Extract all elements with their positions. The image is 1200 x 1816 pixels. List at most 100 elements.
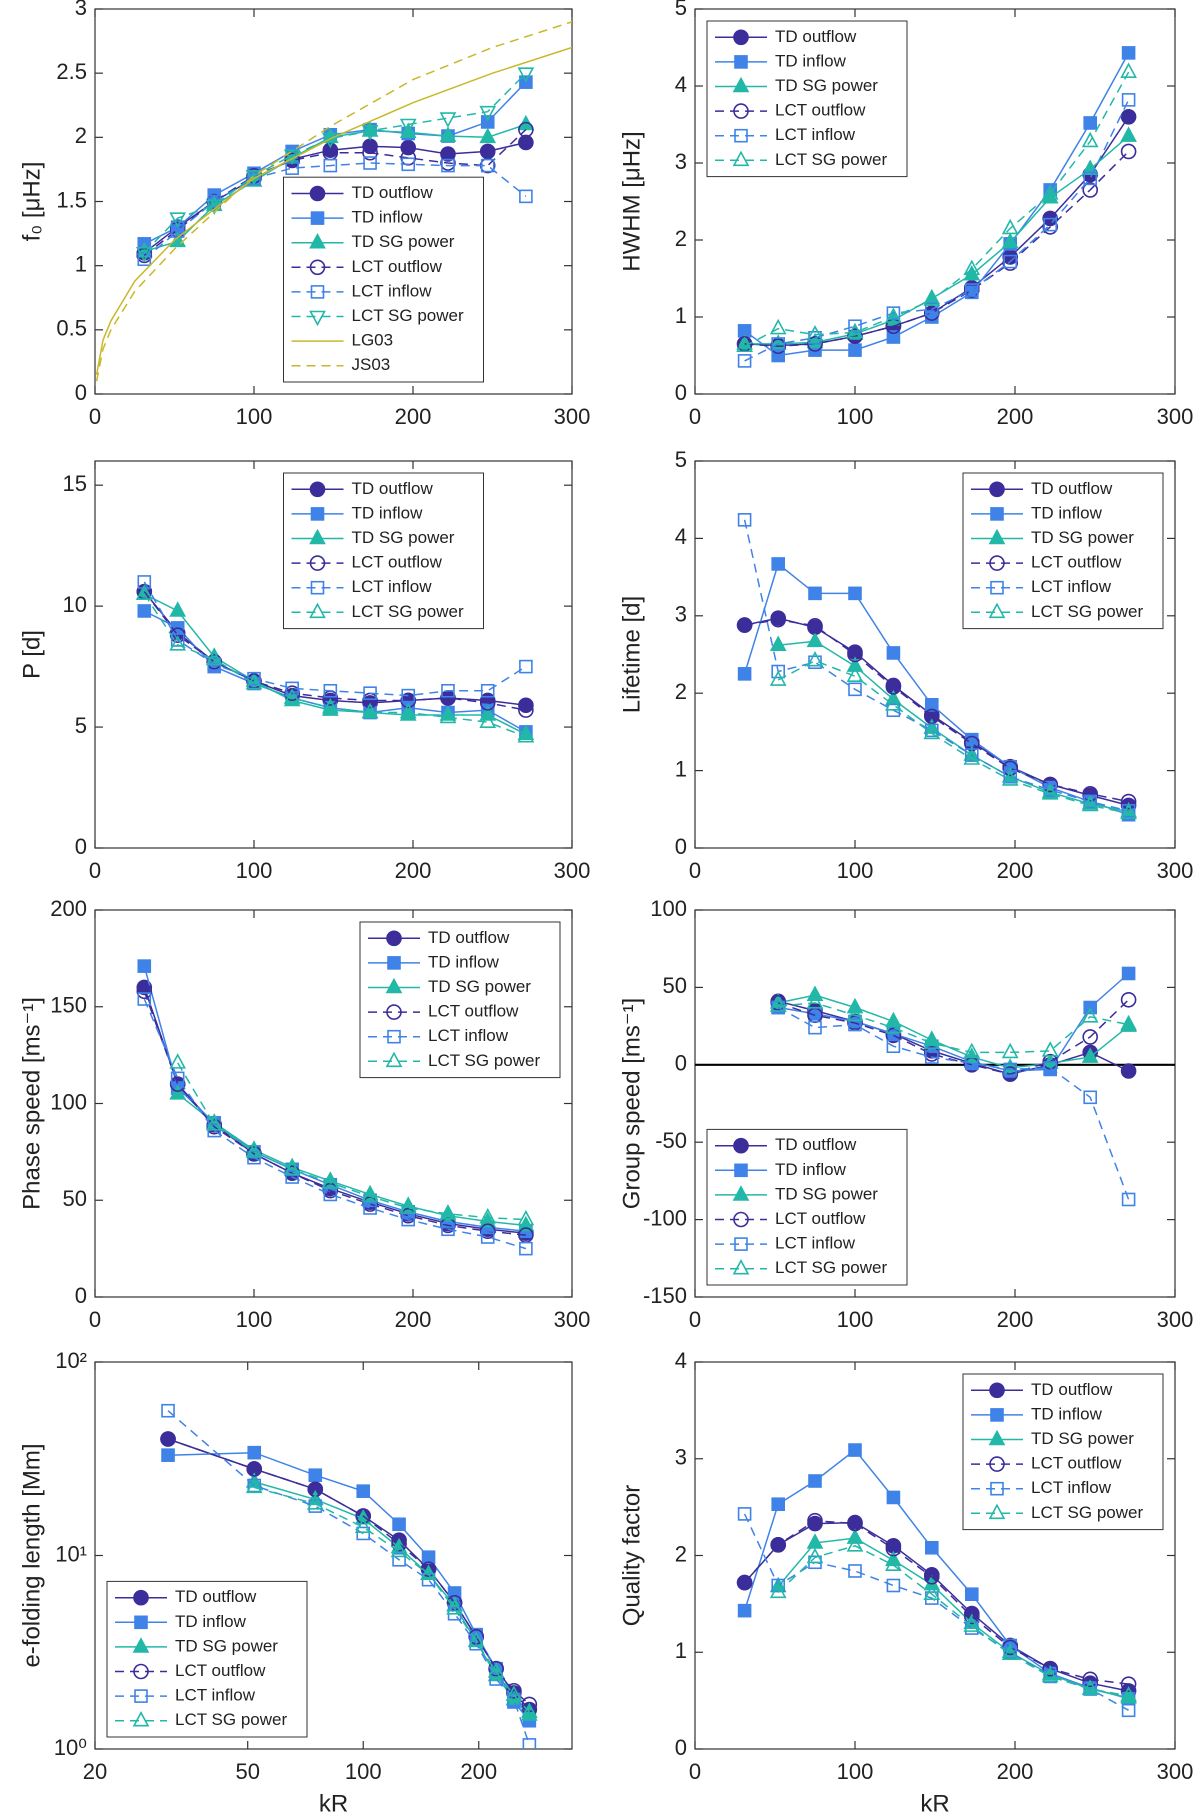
- data-point: [885, 695, 902, 711]
- data-point: [847, 1515, 863, 1532]
- legend-marker: [309, 528, 326, 545]
- legend-box: [359, 921, 561, 1079]
- data-point: [1081, 795, 1099, 812]
- x-axis-label: kR: [920, 1790, 949, 1816]
- x-tick-label: 300: [554, 404, 591, 429]
- data-point: [247, 1445, 262, 1460]
- data-point: [770, 611, 787, 628]
- data-point: [1120, 143, 1137, 160]
- data-point: [1041, 1041, 1059, 1057]
- legend-marker: [133, 1663, 149, 1680]
- data-point: [1120, 1686, 1137, 1702]
- data-point: [136, 979, 153, 996]
- y-tick-label: 15: [63, 471, 87, 496]
- data-point: [363, 156, 377, 170]
- legend-label: TD inflow: [1031, 1404, 1103, 1423]
- data-point: [963, 264, 981, 281]
- data-point: [1002, 760, 1019, 777]
- series-line: [744, 99, 1130, 362]
- data-point: [737, 354, 752, 368]
- data-point: [356, 1526, 371, 1541]
- data-point: [964, 732, 979, 747]
- data-point: [806, 631, 824, 648]
- data-point: [247, 671, 261, 686]
- data-point: [439, 707, 457, 724]
- data-point: [169, 212, 187, 228]
- y-tick-label: 0: [675, 834, 687, 859]
- data-point: [441, 1222, 455, 1237]
- y-axis-label: HWHM [μHz]: [618, 131, 645, 271]
- data-point: [807, 336, 823, 352]
- x-tick-label: 100: [236, 1307, 273, 1332]
- data-point: [769, 670, 787, 686]
- data-point: [517, 67, 535, 83]
- data-point: [846, 656, 864, 672]
- legend-label: TD SG power: [1031, 1429, 1134, 1448]
- x-tick-label: 300: [1157, 1307, 1194, 1332]
- y-tick-label: -100: [643, 1205, 687, 1230]
- y-tick-label: 4: [675, 1348, 687, 1373]
- data-point: [284, 685, 300, 702]
- data-point: [924, 310, 939, 324]
- data-point: [400, 692, 417, 709]
- series-line: [95, 46, 572, 375]
- series-line: [143, 591, 527, 711]
- y-tick-label: 50: [663, 973, 687, 998]
- data-point: [963, 1616, 981, 1632]
- legend-marker: [733, 1137, 749, 1154]
- data-point: [1003, 254, 1018, 269]
- data-point: [1001, 232, 1019, 249]
- legend-marker: [733, 103, 749, 119]
- data-point: [923, 1568, 940, 1585]
- data-point: [846, 322, 864, 339]
- data-point: [1081, 1007, 1099, 1023]
- data-point: [518, 121, 534, 138]
- data-point: [283, 688, 301, 704]
- y-tick-label: 2: [675, 226, 687, 251]
- data-point: [446, 1599, 463, 1615]
- data-point: [137, 604, 152, 618]
- data-point: [1041, 184, 1059, 200]
- data-point: [361, 1186, 379, 1203]
- series-line: [143, 998, 527, 1250]
- y-tick-label: 1.5: [56, 187, 87, 212]
- legend-marker: [309, 259, 326, 276]
- data-point: [439, 1204, 457, 1220]
- legend-box: [962, 1373, 1164, 1531]
- data-point: [420, 1564, 437, 1581]
- y-tick-label: 2: [75, 123, 87, 148]
- y-tick-label: 3: [675, 149, 687, 174]
- data-point: [807, 618, 823, 634]
- data-point: [169, 1084, 187, 1100]
- legend-label: LCT SG power: [175, 1710, 287, 1729]
- legend-marker: [733, 29, 749, 46]
- data-point: [737, 1507, 752, 1521]
- series-line: [95, 21, 572, 382]
- data-point: [1001, 218, 1019, 235]
- data-point: [885, 1027, 902, 1044]
- legend-marker: [386, 930, 402, 947]
- legend-marker: [990, 1408, 1004, 1422]
- data-point: [467, 1631, 485, 1648]
- legend-marker: [309, 310, 326, 327]
- data-point: [1081, 1047, 1099, 1063]
- data-point: [848, 586, 862, 601]
- legend-label: TD outflow: [775, 27, 857, 46]
- data-point: [848, 1017, 862, 1032]
- series-line: [777, 999, 1130, 1075]
- data-point: [441, 158, 455, 173]
- y-tick-label: 1: [675, 1638, 687, 1663]
- y-tick-label: 5: [675, 0, 687, 20]
- data-point: [160, 1431, 176, 1447]
- data-point: [923, 708, 940, 725]
- data-point: [1081, 131, 1099, 148]
- data-point: [924, 698, 939, 712]
- legend-label: TD inflow: [428, 952, 500, 971]
- data-point: [769, 996, 787, 1012]
- data-point: [137, 959, 152, 973]
- data-point: [923, 1033, 941, 1049]
- data-point: [1120, 991, 1137, 1008]
- legend: TD outflow TD inflow TD SG power LCT outflo…: [706, 1128, 908, 1286]
- x-tick-label: 20: [83, 1759, 107, 1784]
